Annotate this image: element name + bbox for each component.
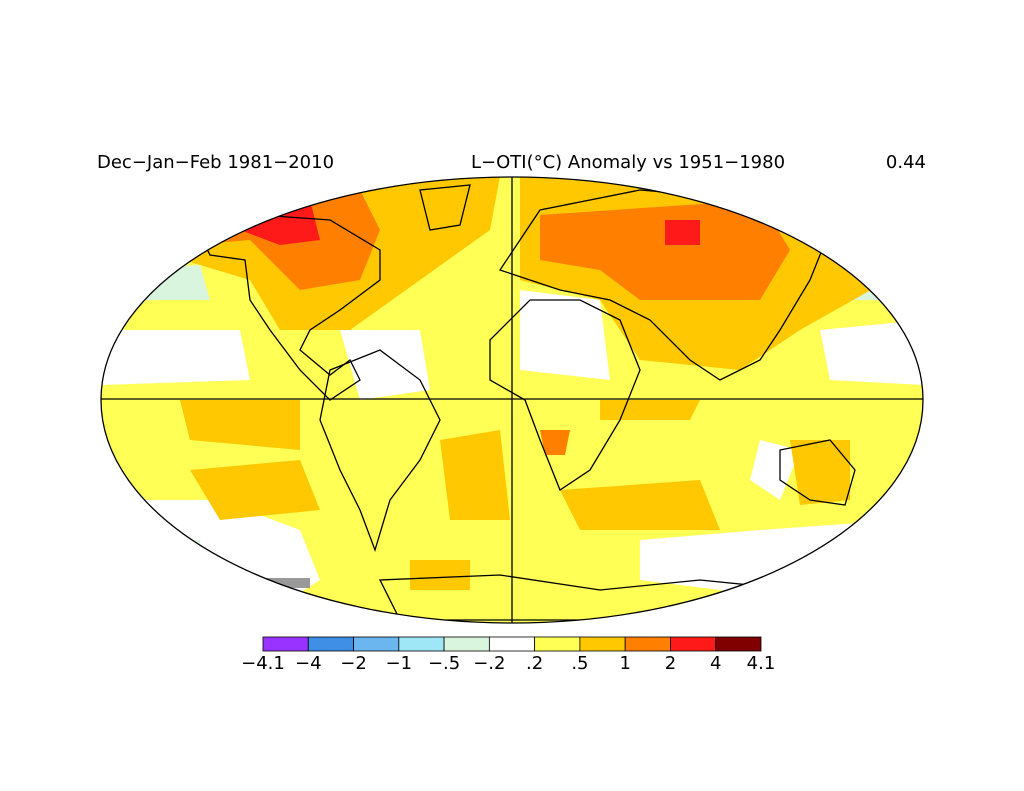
legend-swatch bbox=[670, 636, 717, 652]
legend-swatch bbox=[715, 636, 762, 652]
legend: −4.1 −4 −2 −1 −.5 −.2 .2 .5 1 2 4 4.1 bbox=[241, 636, 776, 674]
period-label: Dec−Jan−Feb 1981−2010 bbox=[97, 152, 334, 173]
legend-label: 4 bbox=[710, 653, 721, 674]
legend-label: .2 bbox=[526, 653, 543, 674]
legend-swatch bbox=[353, 636, 400, 652]
legend-label: 1 bbox=[619, 653, 630, 674]
legend-swatch bbox=[262, 636, 309, 652]
global-mean: 0.44 bbox=[886, 152, 926, 173]
legend-label: −2 bbox=[340, 653, 367, 674]
map-title: L−OTI(°C) Anomaly vs 1951−1980 bbox=[471, 152, 785, 173]
legend-swatch bbox=[579, 636, 626, 652]
legend-label: −1 bbox=[386, 653, 413, 674]
legend-label: −.2 bbox=[473, 653, 505, 674]
legend-label: 2 bbox=[665, 653, 676, 674]
legend-swatch bbox=[534, 636, 581, 652]
legend-label: −4 bbox=[295, 653, 322, 674]
legend-swatch bbox=[488, 636, 536, 652]
legend-label: −4.1 bbox=[241, 653, 285, 674]
legend-label: −.5 bbox=[428, 653, 460, 674]
legend-label: 4.1 bbox=[747, 653, 776, 674]
legend-swatch bbox=[624, 636, 671, 652]
legend-label: .5 bbox=[571, 653, 588, 674]
legend-swatch bbox=[307, 636, 354, 652]
legend-swatch bbox=[443, 636, 490, 652]
legend-swatch bbox=[398, 636, 445, 652]
